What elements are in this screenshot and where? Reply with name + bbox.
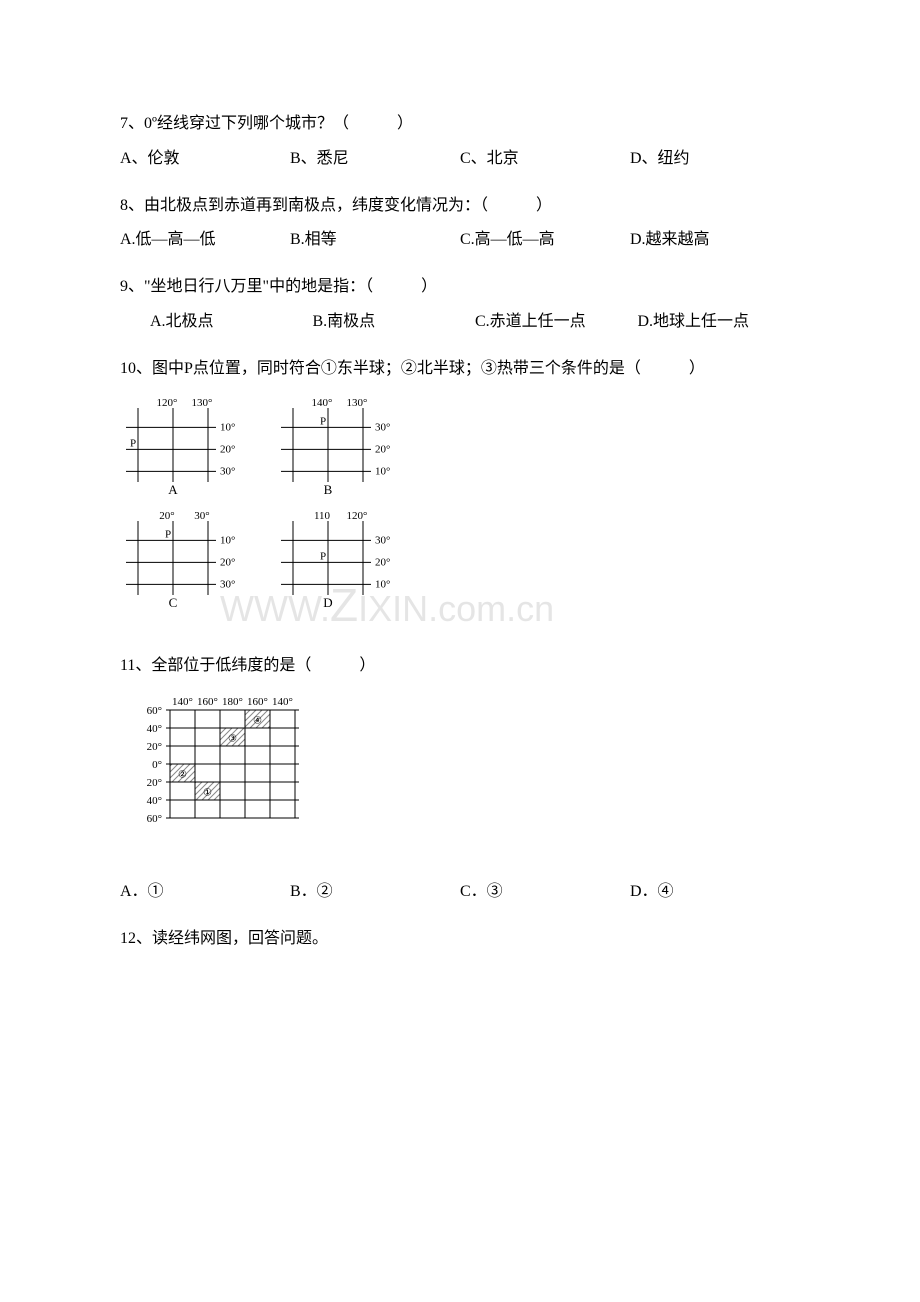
svg-text:110: 110 [314, 510, 331, 522]
svg-text:④: ④ [253, 716, 262, 727]
q11-choice-b: B．② [290, 878, 460, 907]
svg-text:30°: 30° [375, 534, 390, 546]
svg-text:20°: 20° [375, 556, 390, 568]
q8-choice-d: D.越来越高 [630, 226, 800, 255]
svg-text:③: ③ [228, 734, 237, 745]
svg-text:30°: 30° [375, 421, 390, 433]
svg-text:120°: 120° [157, 397, 178, 409]
q11-diagram: 140° 160° 180° 160° 140° 60° 40° 20° 0° 20° 40° 60°… [120, 690, 800, 860]
svg-text:40°: 40° [147, 723, 162, 735]
svg-text:40°: 40° [147, 795, 162, 807]
q9-choices: A.北极点 B.南极点 C.赤道上任一点 D.地球上任一点 [120, 308, 800, 337]
svg-text:140°: 140° [312, 397, 333, 409]
svg-text:①: ① [203, 788, 212, 799]
q7-choice-b: B、悉尼 [290, 145, 460, 174]
question-8: 8、由北极点到赤道再到南极点，纬度变化情况为：（ ） A.低—高—低 B.相等 … [120, 192, 800, 256]
q11-choice-a: A．① [120, 878, 290, 907]
svg-text:160°: 160° [197, 696, 218, 708]
q7-choice-c: C、北京 [460, 145, 630, 174]
svg-text:60°: 60° [147, 813, 162, 825]
q10-text: 10、图中P点位置，同时符合①东半球；②北半球；③热带三个条件的是（ ） [120, 355, 800, 384]
q11-choice-c: C．③ [460, 878, 630, 907]
q9-choice-b: B.南极点 [313, 308, 476, 337]
svg-text:20°: 20° [220, 556, 235, 568]
question-9: 9、"坐地日行八万里"中的地是指：（ ） A.北极点 B.南极点 C.赤道上任一… [120, 273, 800, 337]
svg-text:P: P [320, 550, 326, 562]
q12-text: 12、读经纬网图，回答问题。 [120, 925, 800, 954]
svg-text:10°: 10° [220, 421, 235, 433]
q7-text: 7、0º经线穿过下列哪个城市？（ ） [120, 110, 800, 139]
svg-text:10°: 10° [220, 534, 235, 546]
q11-choice-d: D．④ [630, 878, 800, 907]
svg-text:160°: 160° [247, 696, 268, 708]
svg-text:C: C [169, 595, 178, 610]
q10-diagram: 120° 130° 10° 20° 30° P A 140° 130° 30° 20° 10° P B 20… [120, 394, 800, 634]
svg-text:180°: 180° [222, 696, 243, 708]
q8-choice-c: C.高—低—高 [460, 226, 630, 255]
svg-text:20°: 20° [375, 443, 390, 455]
svg-text:30°: 30° [220, 578, 235, 590]
q9-choice-d: D.地球上任一点 [638, 308, 801, 337]
svg-text:30°: 30° [220, 465, 235, 477]
svg-text:②: ② [178, 770, 187, 781]
q8-choices: A.低—高—低 B.相等 C.高—低—高 D.越来越高 [120, 226, 800, 255]
svg-text:140°: 140° [272, 696, 293, 708]
svg-text:120°: 120° [347, 510, 368, 522]
svg-text:10°: 10° [375, 578, 390, 590]
svg-text:B: B [324, 482, 333, 497]
q7-choice-a: A、伦敦 [120, 145, 290, 174]
question-11: 11、全部位于低纬度的是（ ） 140° 160° 180° 160° 140° 60° 4… [120, 652, 800, 908]
q8-choice-b: B.相等 [290, 226, 460, 255]
svg-text:20°: 20° [159, 510, 174, 522]
svg-text:P: P [320, 415, 326, 427]
svg-text:20°: 20° [147, 777, 162, 789]
svg-text:A: A [168, 482, 178, 497]
svg-text:P: P [130, 437, 136, 449]
q9-choice-a: A.北极点 [150, 308, 313, 337]
svg-text:10°: 10° [375, 465, 390, 477]
q8-text: 8、由北极点到赤道再到南极点，纬度变化情况为：（ ） [120, 192, 800, 221]
question-10: 10、图中P点位置，同时符合①东半球；②北半球；③热带三个条件的是（ ） 120… [120, 355, 800, 634]
svg-text:130°: 130° [192, 397, 213, 409]
q8-choice-a: A.低—高—低 [120, 226, 290, 255]
q11-grid-svg: 140° 160° 180° 160° 140° 60° 40° 20° 0° 20° 40° 60°… [120, 690, 340, 860]
q9-text: 9、"坐地日行八万里"中的地是指：（ ） [120, 273, 800, 302]
q7-choice-d: D、纽约 [630, 145, 800, 174]
svg-text:30°: 30° [194, 510, 209, 522]
svg-text:20°: 20° [220, 443, 235, 455]
q10-grids-svg: 120° 130° 10° 20° 30° P A 140° 130° 30° 20° 10° P B 20… [120, 394, 430, 634]
svg-text:P: P [165, 528, 171, 540]
svg-text:20°: 20° [147, 741, 162, 753]
svg-text:130°: 130° [347, 397, 368, 409]
q9-choice-c: C.赤道上任一点 [475, 308, 638, 337]
svg-text:140°: 140° [172, 696, 193, 708]
svg-text:60°: 60° [147, 705, 162, 717]
svg-text:D: D [323, 595, 332, 610]
question-12: 12、读经纬网图，回答问题。 [120, 925, 800, 954]
svg-text:0°: 0° [152, 759, 162, 771]
q7-choices: A、伦敦 B、悉尼 C、北京 D、纽约 [120, 145, 800, 174]
q11-choices: A．① B．② C．③ D．④ [120, 878, 800, 907]
question-7: 7、0º经线穿过下列哪个城市？（ ） A、伦敦 B、悉尼 C、北京 D、纽约 [120, 110, 800, 174]
q11-text: 11、全部位于低纬度的是（ ） [120, 652, 800, 681]
